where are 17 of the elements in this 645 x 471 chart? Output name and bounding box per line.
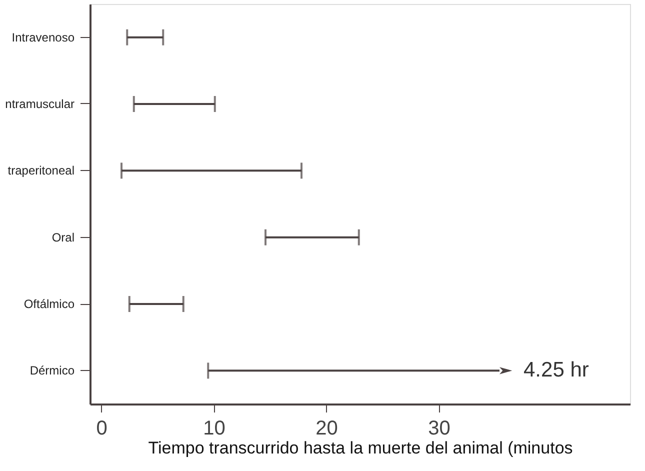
- bar: [122, 170, 302, 172]
- x-tick-label: 10: [203, 418, 226, 440]
- x-tick-label: 30: [428, 418, 450, 440]
- bar: [266, 236, 359, 238]
- x-axis-title: Tiempo transcurrido hasta la muerte del animal (minutos: [148, 438, 573, 458]
- annotation: 4.25 hr: [524, 358, 589, 382]
- bar: [134, 103, 215, 105]
- y-tick-label: ntramuscular: [5, 97, 74, 111]
- bar: [127, 36, 164, 38]
- y-tick-label: Intravenoso: [12, 30, 75, 44]
- x-tick-label: 20: [316, 418, 338, 440]
- y-tick-label: Oftálmico: [24, 297, 75, 311]
- y-tick-label: traperitoneal: [8, 164, 74, 178]
- x-tick-label: 0: [96, 418, 108, 440]
- y-tick-label: Oral: [52, 230, 74, 244]
- y-tick-label: Dérmico: [30, 364, 75, 378]
- bar: [129, 303, 184, 305]
